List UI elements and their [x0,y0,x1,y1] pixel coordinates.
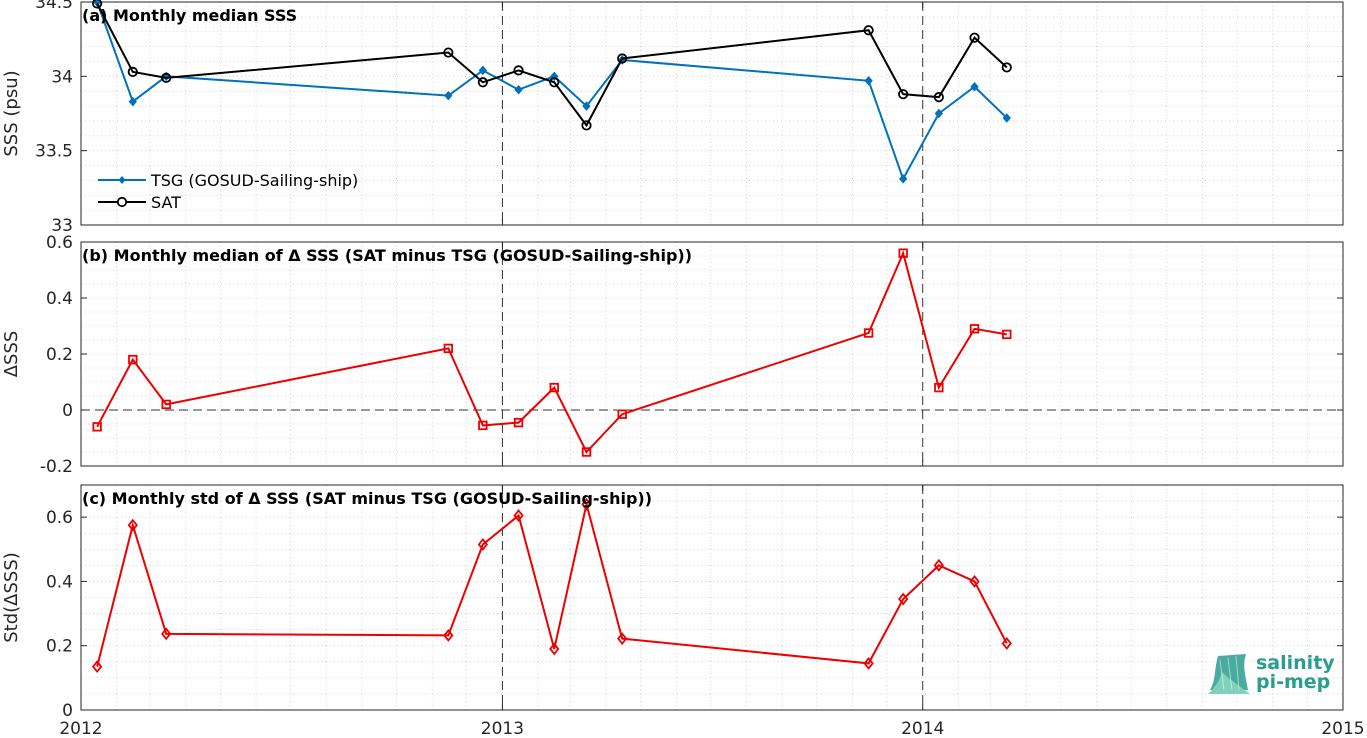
data-point-diamond [443,628,454,642]
data-point-star [970,81,979,92]
series-line [96,250,1007,454]
data-point-diamond [969,574,980,588]
data-point-circle [581,120,592,131]
panel-a: 33 33.5 34 34.5 SSS (psu) (a) Monthly median … [1,0,1344,236]
data-point-square [128,354,138,365]
data-point-square [898,248,908,258]
y-tick-label: 0.4 [46,572,73,592]
data-point-square [1002,329,1012,340]
data-point-star [898,174,908,184]
data-point-star [864,76,873,86]
data-point-diamond [513,509,524,522]
data-point-circle [513,65,524,76]
data-point-diamond [161,627,172,641]
legend: TSG (GOSUD-Sailing-ship) SAT [98,171,358,212]
y-tick-label: 0.2 [46,637,73,657]
data-point-square [581,447,592,457]
panel-b: -0.2 0 0.2 0.4 0.6 ΔSSS (b) Monthly median of … [1,233,1344,477]
logo-text-salinity: salinity [1256,652,1335,674]
data-point-circle [969,32,980,43]
y-tick-label: 0.4 [46,289,73,309]
data-point-circle [863,25,874,36]
data-point-circle [1001,62,1012,73]
legend-marker-sat [116,196,128,208]
data-point-diamond [897,592,909,606]
data-point-diamond [863,656,874,670]
data-point-square [969,324,980,334]
wave-logo-icon [1208,654,1250,694]
data-point-square [478,420,488,431]
data-point-circle [161,72,172,83]
axes-box [80,1,1344,226]
data-point-circle [92,0,103,9]
y-tick-label: 34 [51,67,73,87]
logo-text-pi-mep: pi-mep [1256,671,1331,693]
data-point-star [478,65,488,76]
y-axis-label: ΔSSS [1,331,22,378]
salinity-pi-mep-logo: salinity pi-mep [1206,650,1336,700]
data-point-square [513,417,524,428]
data-point-star [582,101,591,111]
data-point-circle [477,77,488,88]
axes-box [80,484,1344,711]
x-tick-label: 2013 [481,719,524,738]
data-point-diamond [549,642,560,656]
series-line [96,3,1008,128]
panel-title: (b) Monthly median of Δ SSS (SAT minus T… [82,246,692,265]
data-point-square [443,343,454,354]
data-point-circle [933,92,944,103]
data-point-circle [127,66,138,77]
y-tick-label: 0 [62,701,73,721]
data-point-diamond [91,660,103,674]
x-tick-label: 2015 [1321,719,1364,738]
data-point-circle [443,47,454,58]
series-line [96,504,1008,667]
y-axis-label: SSS (psu) [1,70,22,156]
panel-title: (c) Monthly std of Δ SSS (SAT minus TSG … [82,489,652,508]
y-tick-label: 33 [51,216,73,236]
legend-label-sat: SAT [151,193,181,212]
data-point-diamond [933,558,944,572]
data-point-diamond [581,497,592,511]
data-point-star [514,84,523,95]
y-tick-label: 0 [62,401,73,421]
data-point-square [863,328,874,338]
data-point-star [1002,113,1011,123]
panel-c: 0 0.2 0.4 0.6 2012 2013 2014 2015 Std(ΔSSS) (c) M… [1,484,1365,738]
data-point-square [934,382,944,393]
data-point-square [92,422,102,432]
data-point-star [444,90,453,101]
panel-title: (a) Monthly median SSS [82,6,297,25]
data-point-square [161,399,171,410]
data-point-circle [898,89,909,100]
data-point-star [128,96,137,107]
series-line [96,1,1008,182]
data-point-circle [549,77,560,88]
data-point-diamond [617,632,628,646]
data-point-square [549,382,559,393]
y-tick-label: -0.2 [40,457,73,477]
data-point-star [934,108,944,119]
y-tick-label: 34.5 [35,0,73,13]
y-tick-label: 33.5 [35,142,73,162]
data-point-diamond [1001,637,1012,650]
data-point-diamond [477,538,489,551]
data-point-square [617,409,627,419]
data-point-circle [617,53,628,64]
legend-marker-tsg [118,176,126,184]
y-tick-label: 0.2 [46,345,73,365]
x-tick-label: 2012 [59,719,102,738]
y-tick-label: 0.6 [46,233,73,253]
y-tick-label: 0.6 [46,508,73,528]
legend-label-tsg: TSG (GOSUD-Sailing-ship) [150,171,358,190]
x-tick-label: 2014 [901,719,944,738]
y-axis-label: Std(ΔSSS) [1,552,22,643]
data-point-diamond [127,518,138,532]
